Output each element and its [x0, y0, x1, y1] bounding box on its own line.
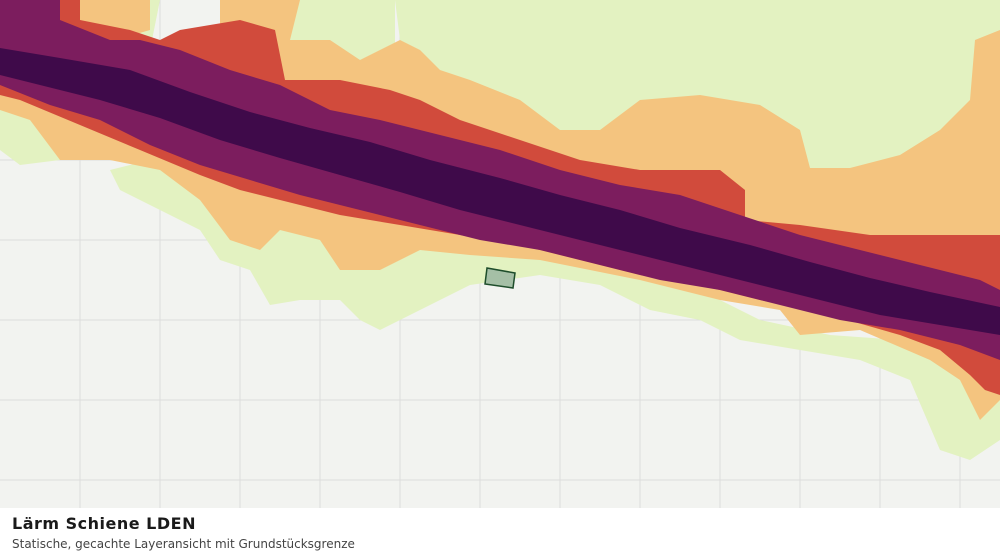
layer-subtitle: Statische, gecachte Layeransicht mit Gru…: [12, 537, 355, 551]
noise-zone-max: [0, 48, 1000, 335]
caption: Lärm Schiene LDEN Statische, gecachte La…: [0, 508, 1000, 560]
map: [0, 0, 1000, 508]
layer-title: Lärm Schiene LDEN: [12, 514, 196, 533]
parcel-boundary[interactable]: [484, 267, 516, 289]
